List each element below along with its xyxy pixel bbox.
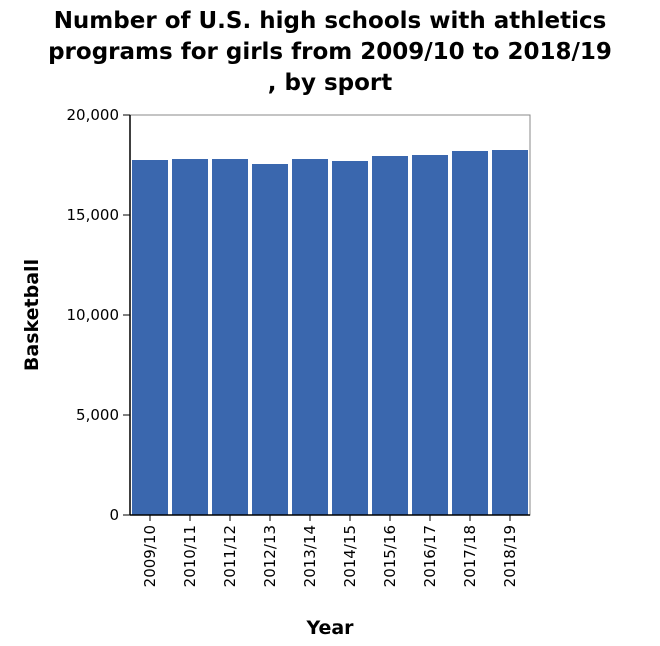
x-tick-label: 2017/18 [461, 525, 479, 587]
chart-title-line: , by sport [267, 70, 393, 96]
bar [452, 151, 488, 515]
chart-title-line: programs for girls from 2009/10 to 2018/… [48, 39, 612, 65]
x-tick-label: 2016/17 [421, 525, 439, 587]
y-tick-label: 10,000 [67, 306, 120, 324]
bar [492, 150, 528, 515]
bar [332, 161, 368, 515]
y-tick-label: 15,000 [67, 206, 120, 224]
y-tick-label: 20,000 [67, 106, 120, 124]
y-tick-label: 5,000 [76, 406, 119, 424]
bar [252, 164, 288, 515]
x-tick-label: 2018/19 [501, 525, 519, 587]
chart-title: Number of U.S. high schools with athleti… [0, 6, 660, 99]
x-tick-label: 2009/10 [141, 525, 159, 587]
x-axis-label: Year [305, 617, 354, 639]
y-tick-label: 0 [109, 506, 119, 524]
chart-title-line: Number of U.S. high schools with athleti… [53, 8, 607, 34]
x-tick-label: 2012/13 [261, 525, 279, 587]
bar [292, 159, 328, 515]
x-tick-label: 2015/16 [381, 525, 399, 587]
x-tick-label: 2013/14 [301, 525, 319, 587]
bar [372, 156, 408, 515]
bar [132, 160, 168, 515]
y-axis-label: Basketball [21, 259, 43, 371]
bar [172, 159, 208, 515]
bar [412, 155, 448, 515]
bar [212, 159, 248, 515]
x-tick-label: 2014/15 [341, 525, 359, 587]
x-tick-label: 2010/11 [181, 525, 199, 587]
x-tick-label: 2011/12 [221, 525, 239, 587]
